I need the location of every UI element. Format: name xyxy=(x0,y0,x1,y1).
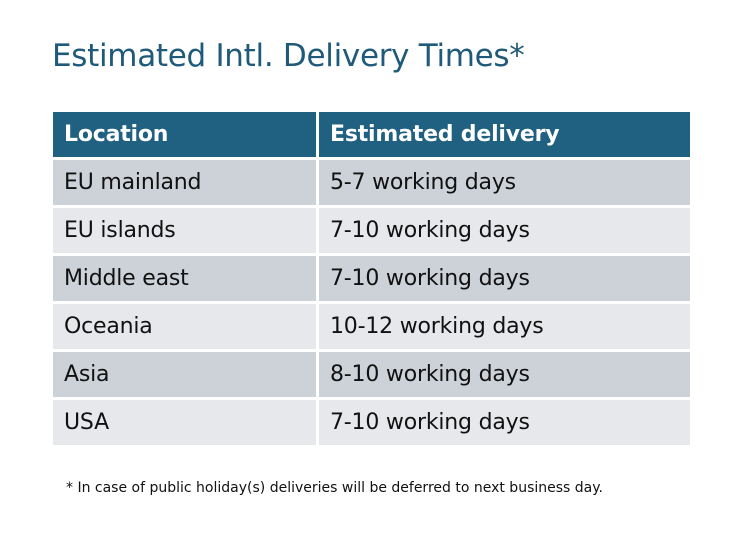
delivery-cell: 8-10 working days xyxy=(319,352,690,397)
table-row: Oceania 10-12 working days xyxy=(53,304,690,349)
location-cell: EU islands xyxy=(53,208,316,253)
table-row: USA 7-10 working days xyxy=(53,400,690,445)
table-row: Middle east 7-10 working days xyxy=(53,256,690,301)
location-cell: Middle east xyxy=(53,256,316,301)
table-row: EU islands 7-10 working days xyxy=(53,208,690,253)
delivery-cell: 7-10 working days xyxy=(319,208,690,253)
location-cell: EU mainland xyxy=(53,160,316,205)
delivery-table: Location Estimated delivery EU mainland 5… xyxy=(50,109,693,448)
delivery-cell: 5-7 working days xyxy=(319,160,690,205)
location-cell: USA xyxy=(53,400,316,445)
delivery-cell: 7-10 working days xyxy=(319,400,690,445)
table-row: Asia 8-10 working days xyxy=(53,352,690,397)
delivery-cell: 7-10 working days xyxy=(319,256,690,301)
location-cell: Oceania xyxy=(53,304,316,349)
location-cell: Asia xyxy=(53,352,316,397)
table-header-row: Location Estimated delivery xyxy=(53,112,690,157)
column-header-estimated-delivery: Estimated delivery xyxy=(319,112,690,157)
column-header-location: Location xyxy=(53,112,316,157)
table-row: EU mainland 5-7 working days xyxy=(53,160,690,205)
footnote: * In case of public holiday(s) deliverie… xyxy=(66,480,603,496)
delivery-cell: 10-12 working days xyxy=(319,304,690,349)
page-title: Estimated Intl. Delivery Times* xyxy=(52,38,525,74)
